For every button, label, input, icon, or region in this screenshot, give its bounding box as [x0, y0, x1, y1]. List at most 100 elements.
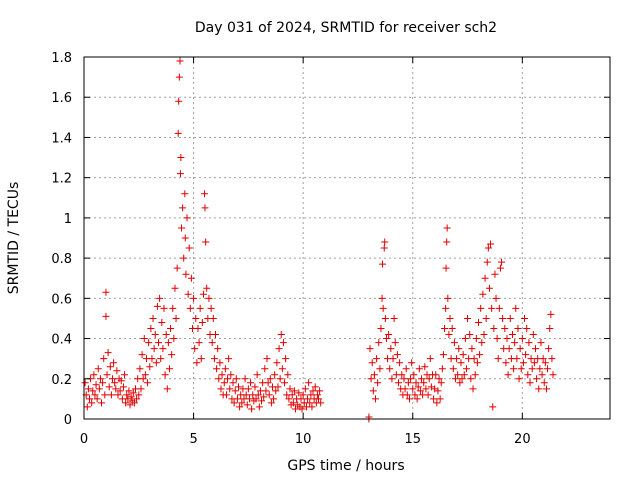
data-point: [85, 395, 93, 403]
data-point: [547, 310, 555, 318]
data-point: [175, 97, 183, 105]
data-point: [155, 339, 163, 347]
data-point: [492, 294, 500, 302]
data-point: [222, 391, 230, 399]
data-point: [424, 391, 432, 399]
data-point: [258, 397, 266, 405]
data-point: [519, 359, 527, 367]
data-point: [263, 355, 271, 363]
data-point: [435, 375, 443, 383]
data-point: [295, 389, 303, 397]
y-tick-label: 1.8: [51, 51, 72, 66]
data-point: [443, 238, 451, 246]
data-point: [379, 304, 387, 312]
data-point: [381, 314, 389, 322]
data-point: [496, 264, 504, 272]
data-point: [481, 274, 489, 282]
data-point: [91, 391, 99, 399]
data-point: [282, 355, 290, 363]
data-point: [407, 375, 415, 383]
data-point: [488, 304, 496, 312]
x-axis-label: GPS time / hours: [287, 458, 404, 474]
data-point: [232, 375, 240, 383]
data-point: [156, 294, 164, 302]
data-point: [537, 339, 545, 347]
axis-ticks: [83, 56, 610, 420]
data-point: [290, 387, 298, 395]
data-point: [518, 335, 526, 343]
data-point: [527, 355, 535, 363]
data-point: [123, 391, 131, 399]
data-point: [289, 399, 297, 407]
data-point: [214, 345, 222, 353]
data-point: [462, 365, 470, 373]
data-point: [146, 363, 154, 371]
data-point: [111, 379, 119, 387]
data-point: [273, 359, 281, 367]
data-point: [248, 405, 256, 413]
y-tick-label: 0.4: [51, 333, 72, 348]
data-point: [122, 399, 130, 407]
data-point: [147, 325, 155, 332]
data-point: [438, 365, 446, 373]
data-point: [217, 385, 225, 393]
data-point: [471, 371, 479, 379]
data-point: [421, 363, 429, 371]
data-point: [439, 351, 447, 359]
data-point: [433, 399, 441, 407]
data-point: [510, 365, 518, 373]
data-point: [457, 359, 465, 367]
data-point: [531, 345, 539, 353]
y-axis-label: SRMTID / TECUs: [6, 182, 22, 295]
data-point: [446, 314, 454, 322]
data-point: [83, 403, 91, 411]
data-point: [196, 304, 204, 312]
data-point: [548, 355, 556, 363]
data-point: [297, 395, 305, 403]
data-point: [455, 345, 463, 353]
data-point: [367, 375, 375, 383]
data-point: [444, 294, 452, 302]
data-point: [247, 379, 255, 387]
data-point: [451, 375, 459, 383]
y-tick-labels: 0 0.2 0.4 0.6 0.8 1 1.2 1.4 1.6 1.8: [51, 51, 72, 428]
data-point: [487, 240, 495, 248]
data-point: [536, 365, 544, 373]
data-point: [233, 395, 241, 403]
data-point: [432, 371, 440, 379]
data-point: [105, 383, 113, 391]
data-point: [522, 351, 530, 359]
data-point: [501, 325, 509, 332]
data-point: [140, 335, 148, 343]
data-point: [408, 359, 416, 367]
data-point: [137, 385, 145, 393]
data-point: [368, 359, 376, 367]
data-point: [181, 234, 189, 242]
data-point: [193, 359, 201, 367]
data-point: [483, 258, 491, 266]
data-point: [370, 371, 378, 379]
data-point: [430, 395, 438, 403]
data-point: [498, 258, 506, 266]
data-point: [184, 290, 192, 298]
data-point: [461, 335, 469, 343]
data-point: [539, 355, 547, 363]
data-point: [186, 304, 194, 312]
x-tick-label: 15: [404, 432, 421, 447]
data-point: [291, 405, 299, 413]
data-point: [542, 385, 550, 393]
data-points: [81, 57, 557, 423]
data-point: [545, 345, 553, 353]
data-point: [470, 355, 478, 363]
data-point: [224, 375, 232, 383]
data-point: [456, 379, 464, 387]
data-point: [194, 325, 202, 332]
data-point: [420, 379, 428, 387]
data-point: [415, 365, 423, 373]
data-point: [544, 365, 552, 373]
data-point: [494, 355, 502, 363]
data-point: [285, 395, 293, 403]
data-point: [107, 391, 115, 399]
data-point: [475, 318, 482, 326]
